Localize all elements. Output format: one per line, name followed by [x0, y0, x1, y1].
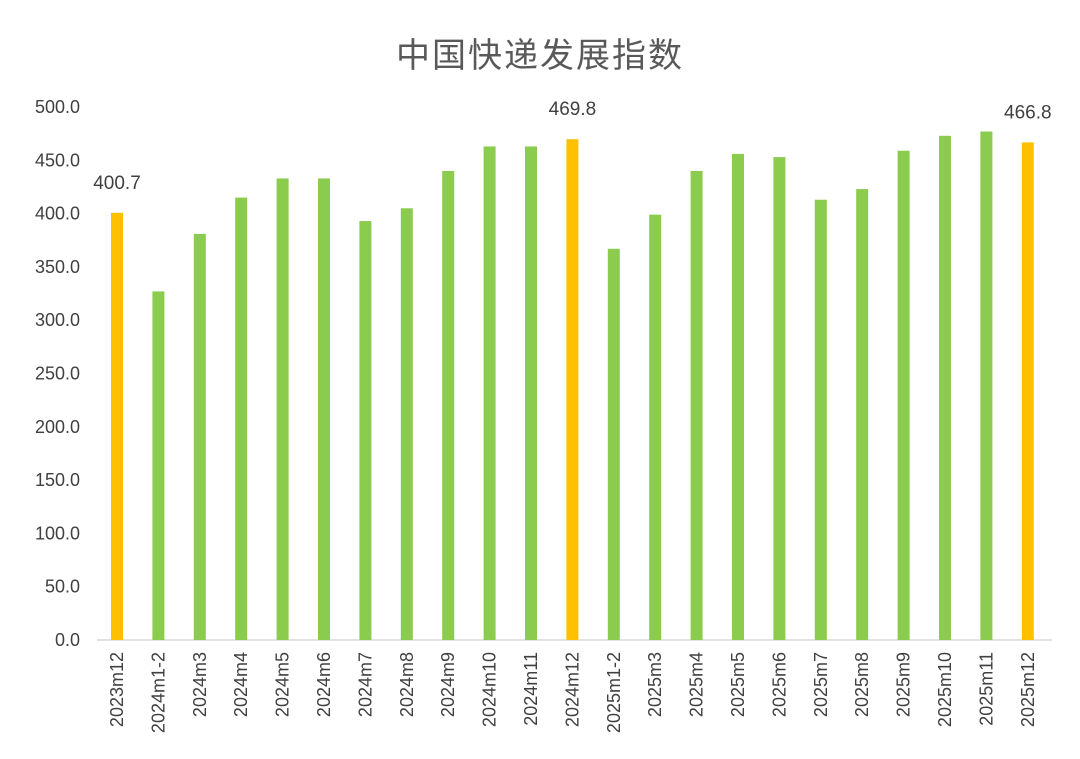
- bar-2023m12: [111, 212, 123, 640]
- bar-2024m1-2: [152, 291, 165, 640]
- bar-2025m4: [690, 170, 703, 640]
- x-tick-label: 2025m5: [728, 652, 748, 717]
- bar-2025m6: [773, 157, 786, 641]
- bar-2024m4: [235, 197, 248, 641]
- x-tick-label: 2025m1-2: [604, 652, 624, 733]
- bar-2025m9: [897, 150, 910, 640]
- y-tick-label: 300.0: [35, 310, 80, 330]
- x-tick-label: 2024m5: [273, 652, 293, 717]
- x-tick-label: 2024m1-2: [148, 652, 168, 733]
- x-tick-label: 2024m3: [190, 652, 210, 717]
- x-tick-label: 2025m7: [811, 652, 831, 717]
- x-tick-label: 2025m12: [1018, 652, 1038, 727]
- y-tick-label: 50.0: [45, 577, 80, 597]
- chart-title: 中国快递发展指数: [396, 36, 684, 76]
- bar-2024m11: [525, 146, 537, 640]
- x-tick-label: 2025m9: [894, 652, 914, 717]
- x-tick-label: 2024m10: [480, 652, 500, 727]
- x-tick-label: 2025m11: [976, 652, 996, 726]
- x-tick-label: 2023m12: [107, 652, 127, 727]
- x-tick-label: 2024m4: [231, 652, 251, 717]
- y-tick-label: 100.0: [35, 523, 80, 543]
- data-label-2024m12: 469.8: [549, 99, 597, 120]
- bar-2025m8: [856, 189, 869, 640]
- x-tick-label: 2025m8: [852, 652, 872, 717]
- bar-2024m5: [276, 178, 289, 640]
- bar-2024m3: [193, 233, 206, 640]
- y-tick-label: 200.0: [35, 417, 80, 437]
- y-tick-label: 250.0: [35, 364, 80, 384]
- bar-2025m5: [732, 153, 744, 641]
- x-tick-label: 2024m12: [562, 652, 582, 727]
- x-tick-label: 2024m7: [355, 652, 375, 717]
- x-tick-label: 2025m6: [769, 652, 789, 717]
- bar-2025m11: [980, 131, 993, 640]
- bar-2024m7: [359, 221, 372, 640]
- bar-2025m3: [649, 214, 662, 640]
- data-label-2023m12: 400.7: [93, 173, 141, 194]
- bar-2024m6: [318, 178, 330, 640]
- bar-2024m10: [483, 146, 496, 640]
- bar-2025m7: [814, 199, 827, 640]
- bar-2025m12: [1021, 142, 1034, 640]
- bar-2024m8: [400, 208, 413, 640]
- x-tick-label: 2024m11: [521, 652, 541, 726]
- x-tick-label: 2024m8: [397, 652, 417, 717]
- x-tick-label: 2024m9: [438, 652, 458, 717]
- x-tick-label: 2025m10: [935, 652, 955, 727]
- data-label-2025m12: 466.8: [1004, 102, 1052, 123]
- x-tick-label: 2025m4: [687, 652, 707, 717]
- y-tick-label: 450.0: [35, 150, 80, 170]
- bar-2024m9: [442, 170, 455, 640]
- y-tick-label: 500.0: [35, 97, 80, 117]
- bar-2024m12: [566, 139, 579, 640]
- y-tick-label: 400.0: [35, 204, 80, 224]
- bar-2025m10: [939, 135, 951, 641]
- y-tick-label: 350.0: [35, 257, 80, 277]
- y-tick-label: 0.0: [55, 630, 80, 650]
- x-tick-label: 2024m6: [314, 652, 334, 717]
- y-tick-label: 150.0: [35, 470, 80, 490]
- bar-2025m1-2: [607, 248, 620, 640]
- x-tick-label: 2025m3: [645, 652, 665, 717]
